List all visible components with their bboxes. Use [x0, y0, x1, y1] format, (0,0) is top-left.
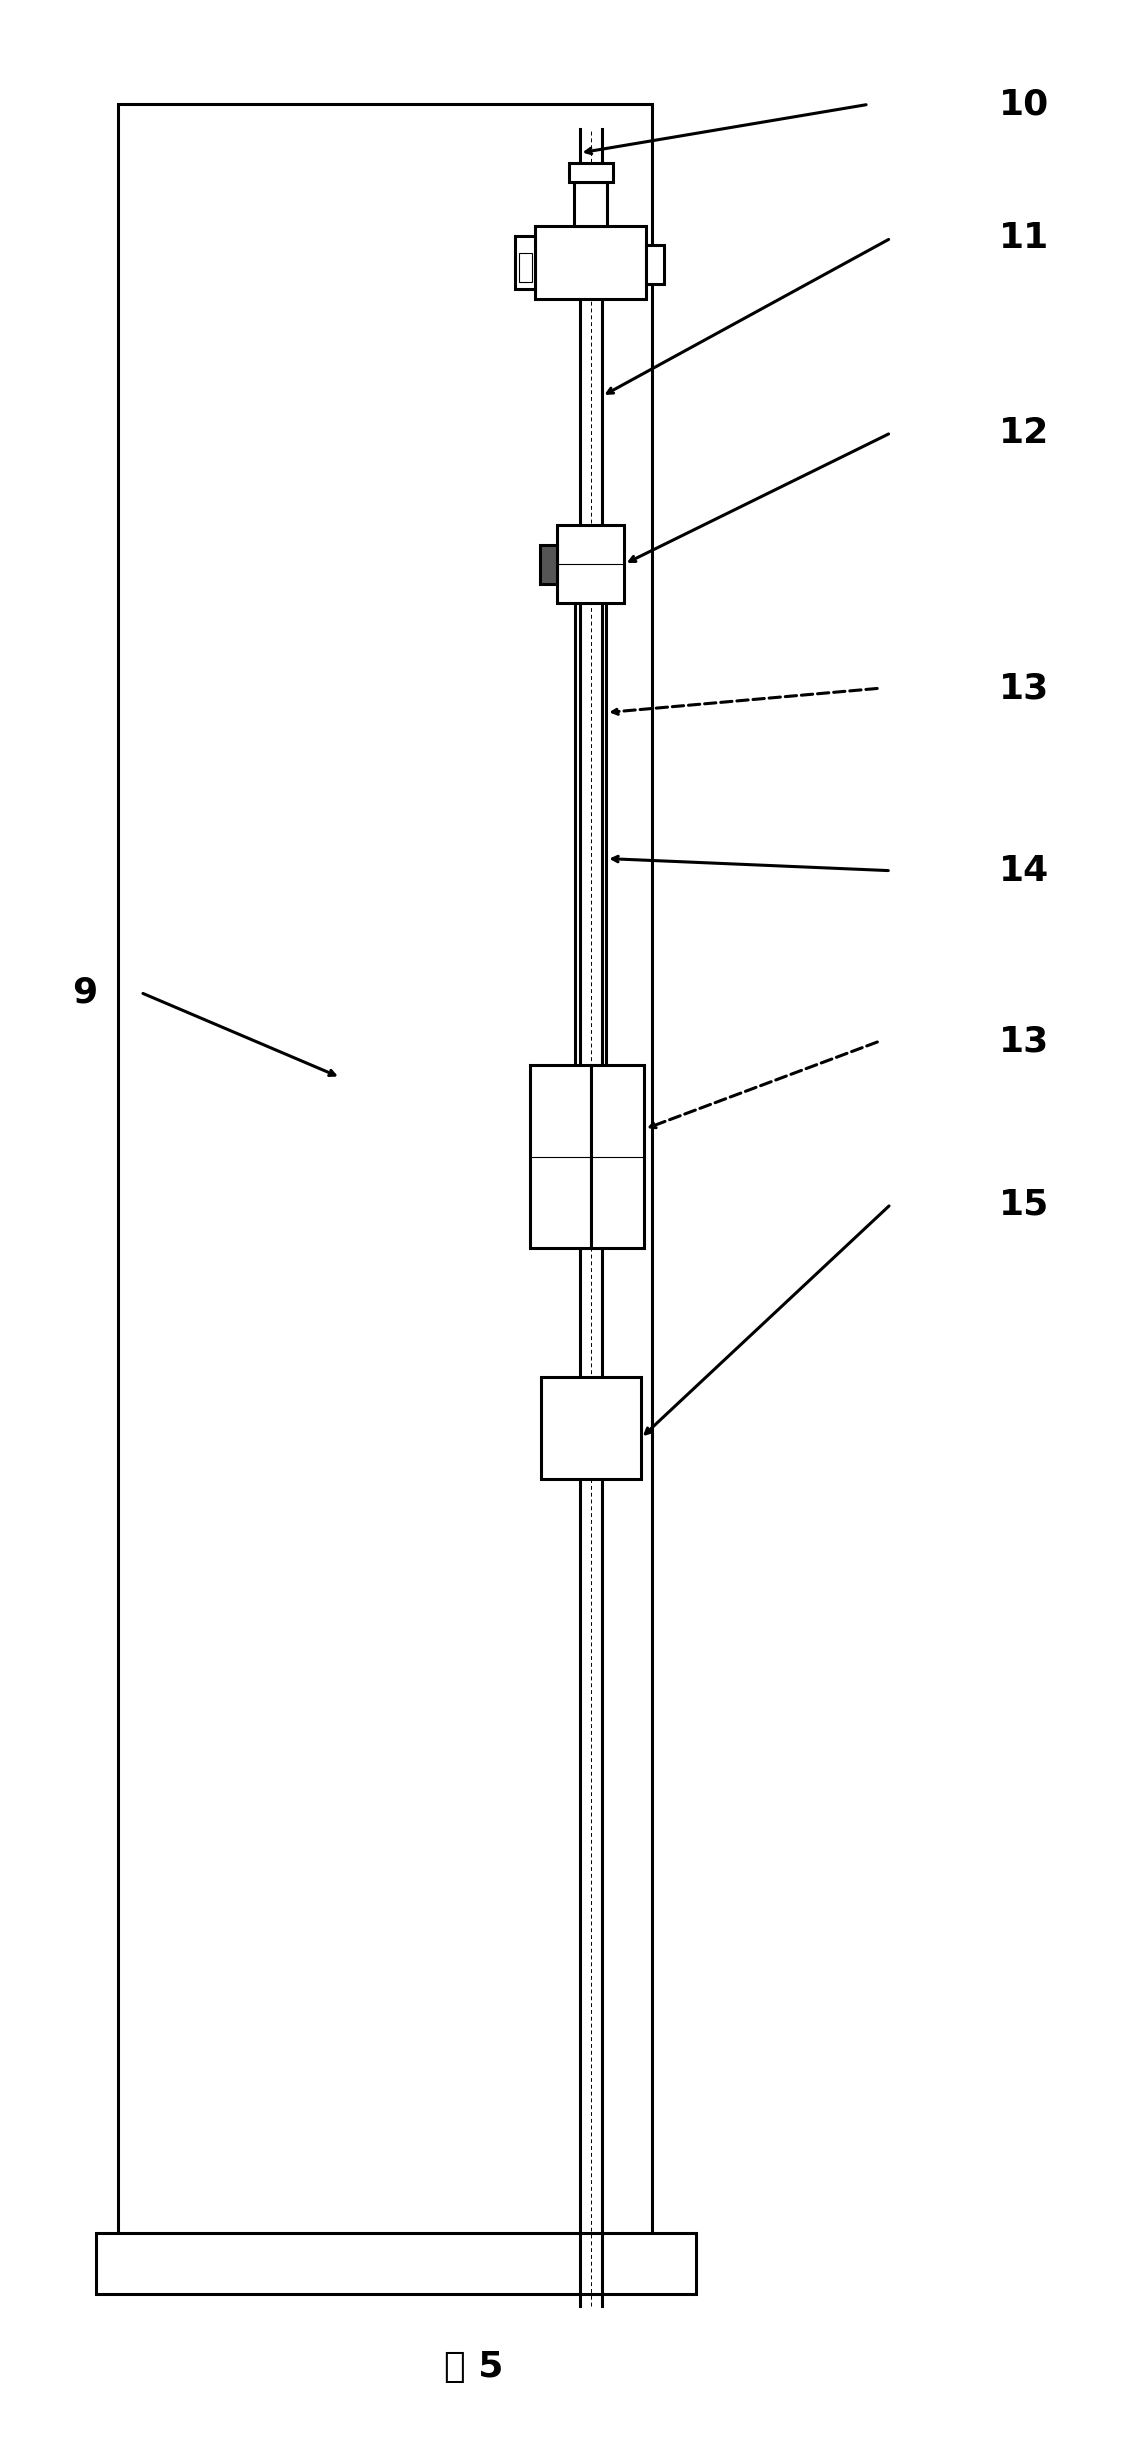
Text: 9: 9 — [72, 976, 98, 1008]
Bar — [569, 162, 613, 181]
Text: 13: 13 — [1000, 1023, 1049, 1057]
Bar — [539, 546, 557, 582]
Bar — [646, 245, 664, 284]
Bar — [96, 2234, 697, 2295]
Text: 10: 10 — [1000, 88, 1049, 122]
Bar — [591, 1064, 644, 1248]
Text: 13: 13 — [1000, 670, 1049, 705]
Bar — [574, 181, 608, 225]
Bar — [535, 225, 646, 299]
Text: 11: 11 — [1000, 220, 1049, 254]
Text: 15: 15 — [1000, 1187, 1049, 1221]
Bar — [540, 1378, 641, 1478]
Bar — [118, 105, 652, 2259]
Text: 12: 12 — [1000, 416, 1049, 450]
Bar — [557, 526, 624, 602]
Text: 图 5: 图 5 — [445, 2349, 503, 2383]
Bar — [518, 252, 531, 281]
Bar — [516, 235, 535, 289]
Bar — [529, 1064, 591, 1248]
Text: 14: 14 — [1000, 854, 1049, 888]
